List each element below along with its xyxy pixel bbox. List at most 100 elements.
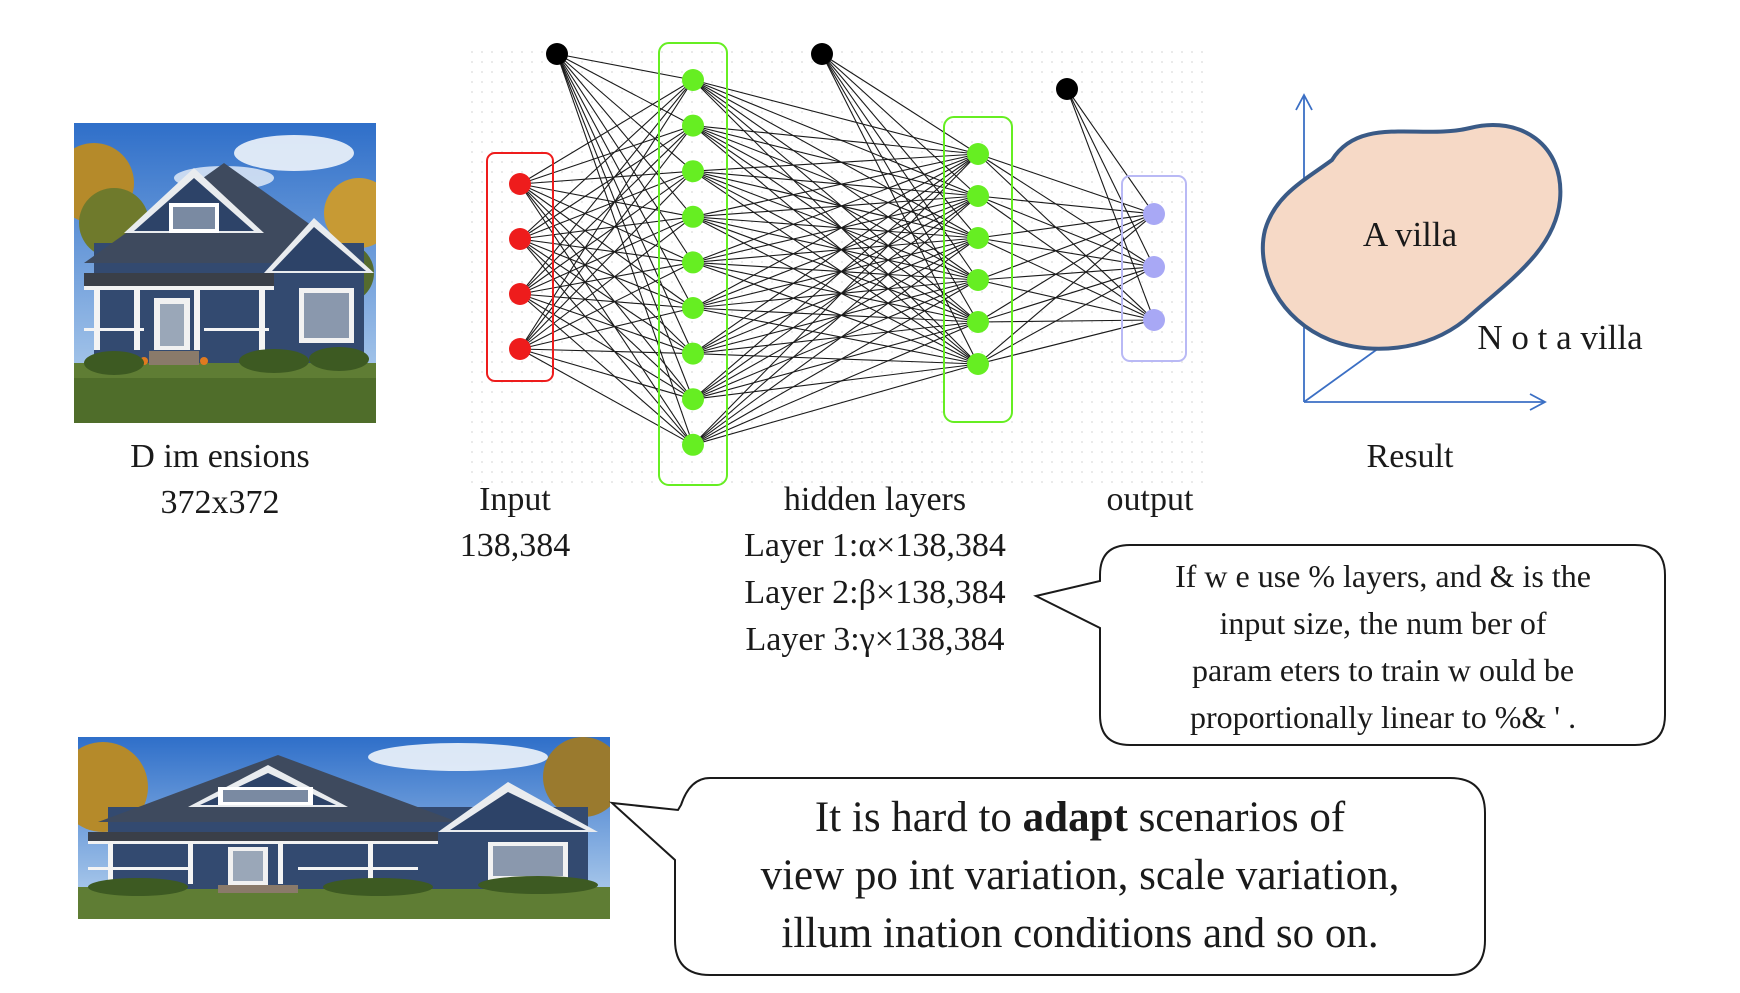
input-node (509, 338, 531, 360)
network-edge (692, 195, 979, 263)
network-edge (692, 321, 979, 446)
network-edges (519, 53, 1155, 446)
network-nodes (509, 43, 1165, 456)
network-edge (519, 125, 694, 295)
network-edge (977, 195, 1155, 215)
network-edge (692, 261, 979, 281)
bias-node (1056, 78, 1078, 100)
house-photo-square (74, 123, 376, 423)
result-caption: Result (1366, 438, 1454, 475)
network-edge (692, 307, 979, 323)
network-edge (519, 79, 694, 185)
network-edge (692, 153, 979, 172)
network-edge (519, 125, 694, 185)
bias-node (546, 43, 568, 65)
network-edge (821, 53, 979, 197)
network-edge (519, 183, 694, 263)
network-edge (519, 293, 694, 309)
network-edge (692, 237, 979, 309)
hidden-layer1-box (658, 42, 728, 486)
network-edge (692, 153, 979, 263)
network-edge (692, 170, 979, 323)
network-edge (977, 319, 1155, 323)
network-edge (977, 153, 1155, 268)
hidden1-node (682, 251, 704, 274)
network-edge (692, 195, 979, 355)
hidden2-node (967, 353, 989, 375)
y-axis-arrowhead (1295, 93, 1313, 111)
network-edge (519, 238, 694, 309)
hidden1-node (682, 114, 704, 137)
network-edge (519, 216, 694, 295)
network-edge (556, 53, 694, 81)
network-edge (692, 321, 979, 400)
network-edge (556, 53, 694, 218)
network-edge (692, 216, 979, 323)
network-edge (692, 125, 979, 197)
network-edge (519, 348, 694, 446)
network-edge (977, 213, 1155, 281)
output-title: output (1106, 481, 1194, 518)
hidden1-node (682, 297, 704, 319)
network-edge (977, 153, 1155, 215)
network-edge (692, 279, 979, 400)
dimensions-value: 372x372 (160, 484, 280, 521)
hidden1-node (682, 160, 704, 183)
network-edge (519, 79, 694, 350)
network-edge (692, 261, 979, 323)
network-edge (519, 307, 694, 350)
network-edge (977, 237, 1155, 268)
network-edge (556, 53, 694, 263)
network-edge (556, 53, 694, 172)
input-layer-box (486, 152, 554, 382)
network-edge (692, 170, 979, 281)
network-edge (977, 266, 1155, 365)
network-edge (519, 79, 694, 240)
network-edge (692, 279, 979, 309)
network-edge (692, 170, 979, 239)
network-edge (692, 195, 979, 400)
hidden1-node (682, 205, 704, 228)
network-edge (821, 53, 979, 155)
network-edge (692, 153, 979, 309)
input-node (509, 173, 531, 195)
network-edge (556, 53, 694, 309)
network-edge (556, 53, 694, 354)
network-edge (692, 195, 979, 309)
network-edge (977, 153, 1155, 321)
network-edge (692, 170, 979, 365)
network-edge (692, 79, 979, 365)
hidden1-node (682, 388, 704, 411)
network-edge (977, 213, 1155, 323)
input-value: 138,384 (459, 527, 571, 564)
network-edge (821, 53, 979, 239)
output-node (1143, 256, 1165, 278)
network-edge (692, 363, 979, 446)
villa-region-blob (1260, 122, 1563, 351)
hidden2-node (967, 269, 989, 291)
network-edge (519, 348, 694, 355)
network-edge (519, 79, 694, 295)
output-layer-box (1121, 175, 1187, 362)
network-edge (692, 261, 979, 365)
network-edge (519, 183, 694, 309)
network-edge (692, 237, 979, 355)
network-edge (692, 237, 979, 263)
network-edge (692, 79, 979, 323)
network-edge (692, 125, 979, 365)
hidden2-node (967, 227, 989, 249)
network-edge (556, 53, 694, 400)
network-edge (977, 213, 1155, 365)
input-node (509, 228, 531, 250)
network-edge (519, 170, 694, 185)
network-edge (821, 53, 979, 323)
network-edge (977, 213, 1155, 239)
hidden-layer-line-3: Layer 3:γ×138,384 (745, 621, 1005, 658)
network-edge (692, 125, 979, 239)
network-edge (692, 363, 979, 400)
network-edge (692, 353, 979, 365)
